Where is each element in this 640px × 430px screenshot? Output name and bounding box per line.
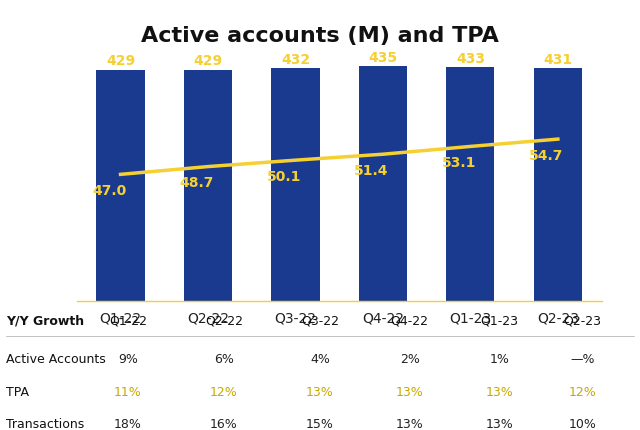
Text: Q1-23: Q1-23 [480,314,518,327]
Text: TPA: TPA [6,385,29,398]
Text: 10%: 10% [568,417,596,430]
Text: 11%: 11% [114,385,142,398]
Text: 429: 429 [106,54,135,68]
Text: 6%: 6% [214,353,234,366]
Text: 13%: 13% [396,385,424,398]
Text: 47.0: 47.0 [92,184,126,197]
Text: 15%: 15% [306,417,334,430]
Text: 1%: 1% [489,353,509,366]
Bar [271,69,319,301]
Text: Q1-22: Q1-22 [109,314,147,327]
Text: 432: 432 [281,53,310,67]
Text: 50.1: 50.1 [267,169,301,183]
Bar [534,69,582,301]
Text: 429: 429 [193,54,223,68]
Bar [97,71,145,301]
Text: Q3-22: Q3-22 [301,314,339,327]
Bar [184,71,232,301]
Text: 433: 433 [456,52,485,66]
Text: Q4-22: Q4-22 [390,314,429,327]
Text: Active Accounts: Active Accounts [6,353,106,366]
Text: 12%: 12% [568,385,596,398]
Bar [359,67,407,301]
Text: 2%: 2% [399,353,420,366]
Text: 54.7: 54.7 [529,148,564,163]
Text: 12%: 12% [210,385,238,398]
Text: 431: 431 [543,53,572,67]
Text: 435: 435 [369,51,397,65]
Text: 9%: 9% [118,353,138,366]
Text: 13%: 13% [396,417,424,430]
Text: 13%: 13% [485,417,513,430]
Text: Transactions: Transactions [6,417,84,430]
Text: 18%: 18% [114,417,142,430]
Text: 51.4: 51.4 [355,163,389,178]
Bar [446,68,495,301]
Text: 13%: 13% [306,385,334,398]
Text: Q2-22: Q2-22 [205,314,243,327]
Text: 53.1: 53.1 [442,156,476,170]
Text: 4%: 4% [310,353,330,366]
Text: Active accounts (M) and TPA: Active accounts (M) and TPA [141,26,499,46]
Text: Q2-23: Q2-23 [563,314,602,327]
Text: 16%: 16% [210,417,238,430]
Text: 48.7: 48.7 [179,176,214,190]
Text: —%: —% [570,353,595,366]
Text: 13%: 13% [485,385,513,398]
Text: Y/Y Growth: Y/Y Growth [6,314,84,327]
